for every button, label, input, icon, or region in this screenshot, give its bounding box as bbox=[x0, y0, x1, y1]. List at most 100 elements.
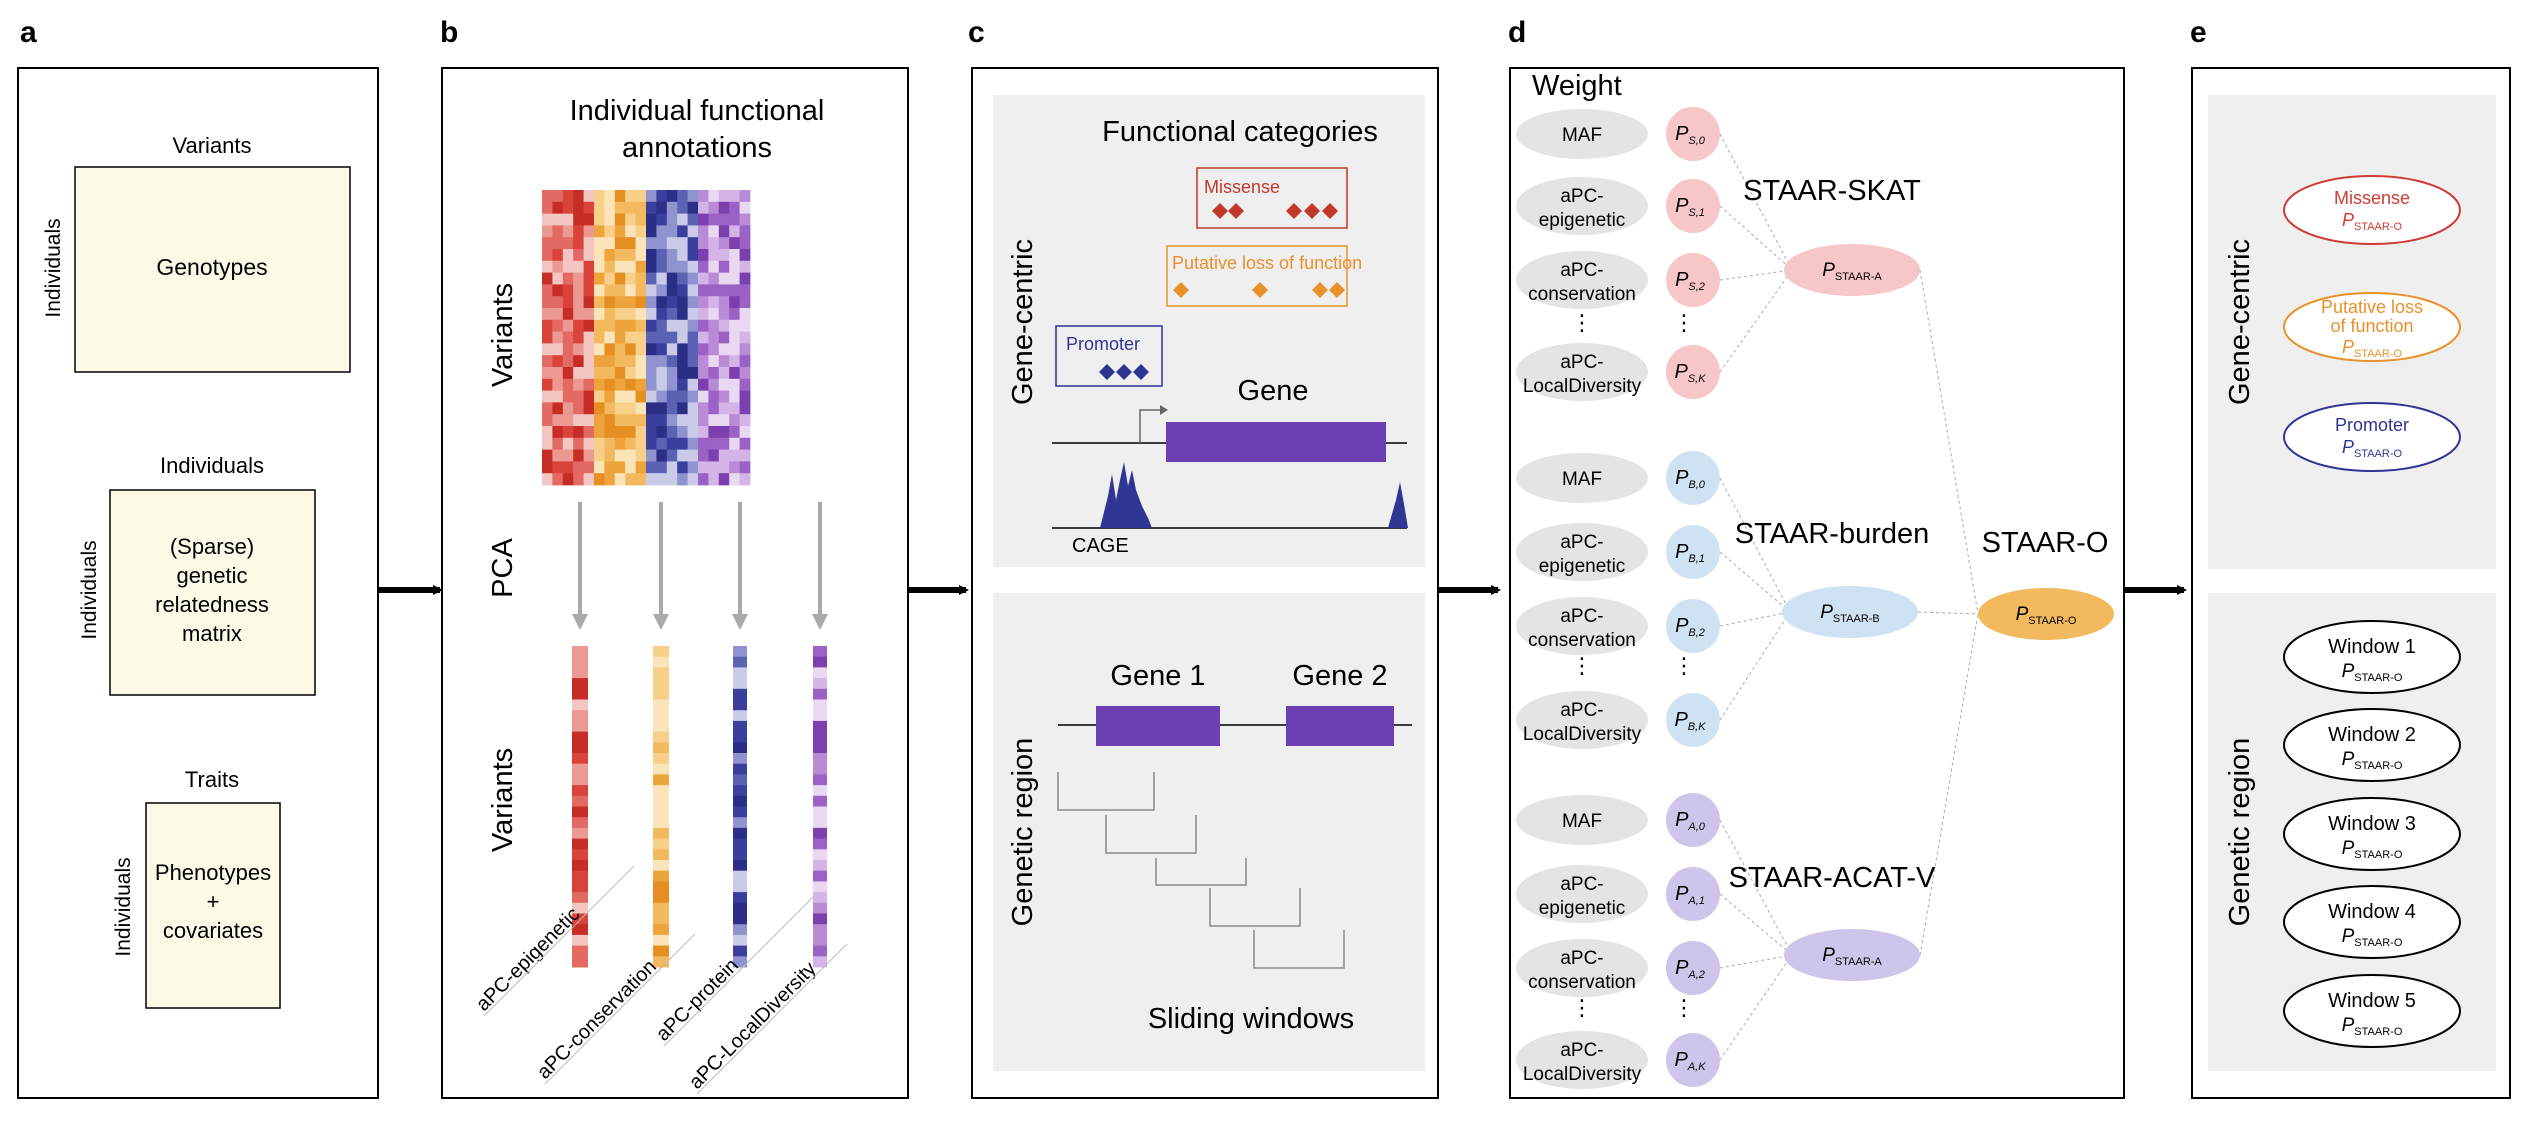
heatmap-cell bbox=[677, 296, 688, 309]
weight-label: conservation bbox=[1528, 972, 1636, 993]
result-pvalue: PSTAAR-O bbox=[2342, 337, 2403, 360]
p-symbol: P bbox=[1675, 809, 1689, 831]
apc-bar-cell bbox=[733, 720, 747, 733]
cage-peak-left bbox=[1100, 462, 1152, 528]
heatmap-cell bbox=[739, 367, 751, 380]
heatmap-cell bbox=[583, 331, 595, 344]
heatmap-cell bbox=[656, 237, 668, 250]
p-subscript: A,0 bbox=[1687, 821, 1705, 833]
heatmap-cell bbox=[625, 402, 636, 415]
heatmap-cell bbox=[614, 308, 626, 321]
apc-bar-cell bbox=[653, 827, 669, 840]
heatmap-cell bbox=[656, 426, 668, 439]
genetic-region-side-label: Genetic region bbox=[1007, 738, 1039, 927]
p-subscript: B,K bbox=[1688, 721, 1706, 733]
apc-bar-cell bbox=[653, 849, 669, 861]
weight-pvalue-node bbox=[1666, 941, 1720, 995]
heatmap-cell bbox=[552, 378, 564, 391]
heatmap-cell bbox=[614, 461, 626, 474]
heatmap-cell bbox=[698, 437, 709, 450]
heatmap-cell bbox=[635, 237, 647, 250]
heatmap-cell bbox=[583, 284, 595, 297]
apc-bar-cell bbox=[733, 860, 747, 872]
heatmap-cell bbox=[698, 331, 709, 344]
heatmap-cell bbox=[635, 414, 647, 427]
heatmap-cell bbox=[698, 343, 709, 356]
apc-bar-cell bbox=[813, 849, 827, 861]
heatmap-cell bbox=[573, 272, 584, 285]
heatmap-cell bbox=[729, 201, 740, 214]
heatmap-cell bbox=[708, 355, 720, 368]
heatmap-cell bbox=[666, 461, 678, 474]
apc-bar-cell bbox=[813, 870, 827, 882]
heatmap-cell bbox=[625, 260, 636, 273]
sliding-windows-brackets bbox=[1057, 772, 1345, 969]
heatmap-cell bbox=[625, 473, 636, 486]
heatmap-cell bbox=[552, 249, 564, 262]
heatmap-cell bbox=[718, 331, 730, 344]
heatmap-cell bbox=[573, 402, 584, 415]
heatmap-cell bbox=[614, 284, 626, 297]
apc-bar-cell bbox=[653, 870, 669, 882]
heatmap-cell bbox=[718, 319, 730, 332]
heatmap-cell bbox=[687, 249, 699, 262]
heatmap-cell bbox=[698, 461, 709, 474]
heatmap-cell bbox=[562, 473, 574, 486]
apc-bar-cell bbox=[733, 870, 747, 882]
heatmap-cell bbox=[656, 343, 668, 356]
apc-bar-cell bbox=[733, 753, 747, 765]
heatmap-cell bbox=[687, 437, 699, 450]
heatmap-cell bbox=[677, 437, 688, 450]
weight-node bbox=[1516, 691, 1648, 749]
heatmap-cell bbox=[614, 402, 626, 415]
heatmap-cell bbox=[625, 190, 636, 203]
heatmap-cell bbox=[542, 473, 553, 486]
result-label: Promoter bbox=[2335, 415, 2409, 435]
heatmap-cell bbox=[562, 414, 574, 427]
heatmap-cell bbox=[594, 296, 605, 309]
heatmap-cell bbox=[687, 331, 699, 344]
heatmap-cell bbox=[656, 225, 668, 238]
p-symbol: P bbox=[1675, 615, 1689, 637]
apc-bar-cell bbox=[572, 902, 588, 914]
heatmap-cell bbox=[562, 213, 574, 226]
p-subscript: A,2 bbox=[1687, 969, 1705, 981]
heatmap-cell bbox=[718, 390, 730, 403]
phenotypes-text-3: covariates bbox=[163, 918, 263, 943]
apc-bar-cell bbox=[733, 646, 747, 658]
heatmap-cell bbox=[614, 260, 626, 273]
heatmap-cell bbox=[635, 449, 647, 462]
heatmap-cell bbox=[708, 190, 720, 203]
heatmap-cell bbox=[687, 284, 699, 297]
apc-bar-cell bbox=[813, 806, 827, 818]
weight-label: LocalDiversity bbox=[1523, 376, 1642, 397]
p-symbol: P bbox=[1820, 602, 1833, 623]
apc-bar-cell bbox=[572, 860, 588, 872]
heatmap-cell bbox=[698, 308, 709, 321]
p-subscript: STAAR-A bbox=[1835, 271, 1883, 283]
p-symbol: P bbox=[1822, 945, 1835, 966]
weight-node bbox=[1516, 865, 1648, 923]
heatmap-cell bbox=[552, 201, 564, 214]
p-subscript: B,2 bbox=[1688, 627, 1705, 639]
apc-bar-cell bbox=[572, 678, 588, 690]
heatmap-cell bbox=[542, 319, 553, 332]
heatmap-cell bbox=[656, 355, 668, 368]
apc-bar-cell bbox=[653, 785, 669, 797]
apc-bar-cell bbox=[813, 956, 827, 968]
apc-bar-cell bbox=[813, 785, 827, 797]
staar-test-groups: MAF PS,0aPC-epigeneticPS,1aPC-conservatio… bbox=[1516, 107, 1979, 1089]
p-symbol: P bbox=[2342, 926, 2355, 947]
heatmap-cell bbox=[729, 308, 740, 321]
promoter-diamond bbox=[1099, 364, 1115, 380]
ellipsis-dots: ⋮ bbox=[1571, 995, 1593, 1020]
p-subscript: S,K bbox=[1688, 373, 1706, 385]
heatmap-cell bbox=[718, 437, 730, 450]
result-ellipse bbox=[2283, 175, 2461, 245]
heatmap-cell bbox=[635, 308, 647, 321]
heatmap-cell bbox=[635, 319, 647, 332]
heatmap-cell bbox=[666, 473, 678, 486]
heatmap-cell bbox=[583, 402, 595, 415]
p-symbol: P bbox=[1675, 541, 1689, 563]
heatmap-cell bbox=[687, 473, 699, 486]
